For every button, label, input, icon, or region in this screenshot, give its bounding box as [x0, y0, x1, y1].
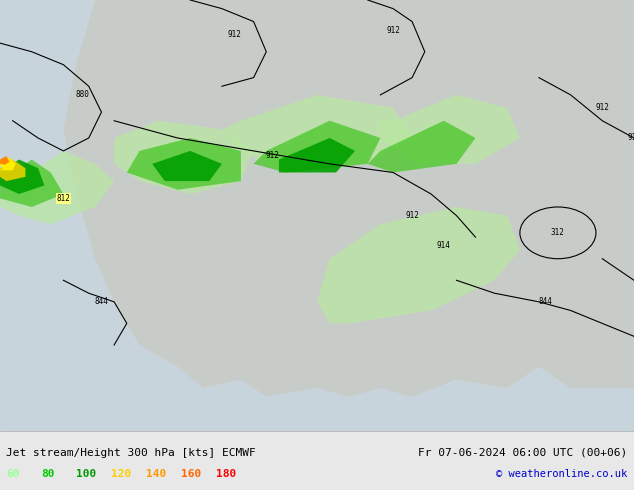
Text: 844: 844 [94, 297, 108, 306]
Text: 140: 140 [146, 469, 166, 479]
Text: 100: 100 [76, 469, 96, 479]
Polygon shape [114, 121, 254, 194]
Polygon shape [254, 121, 380, 172]
Text: 60: 60 [6, 469, 20, 479]
Text: 912: 912 [627, 133, 634, 143]
Text: 912: 912 [405, 211, 419, 220]
Polygon shape [0, 160, 63, 207]
Text: Jet stream/Height 300 hPa [kts] ECMWF: Jet stream/Height 300 hPa [kts] ECMWF [6, 448, 256, 458]
Text: 812: 812 [56, 194, 70, 203]
Polygon shape [0, 157, 16, 171]
Polygon shape [368, 121, 476, 172]
Text: 312: 312 [551, 228, 565, 237]
Text: 160: 160 [181, 469, 201, 479]
Text: 912: 912 [386, 25, 400, 35]
Polygon shape [279, 138, 355, 172]
Polygon shape [317, 207, 520, 323]
Text: 912: 912 [228, 30, 242, 39]
Text: © weatheronline.co.uk: © weatheronline.co.uk [496, 469, 628, 479]
Text: 80: 80 [41, 469, 55, 479]
Polygon shape [152, 151, 222, 181]
Polygon shape [127, 138, 241, 190]
Polygon shape [380, 95, 520, 164]
Text: 844: 844 [538, 297, 552, 306]
Polygon shape [0, 160, 25, 181]
Text: 912: 912 [595, 103, 609, 112]
Text: 880: 880 [75, 90, 89, 99]
Text: 914: 914 [437, 241, 451, 250]
Text: 180: 180 [216, 469, 236, 479]
Text: Fr 07-06-2024 06:00 UTC (00+06): Fr 07-06-2024 06:00 UTC (00+06) [418, 448, 628, 458]
Text: 912: 912 [266, 151, 280, 160]
Polygon shape [0, 156, 10, 165]
Polygon shape [222, 95, 412, 172]
Polygon shape [63, 0, 634, 397]
Text: 120: 120 [111, 469, 131, 479]
Polygon shape [0, 160, 44, 194]
Polygon shape [0, 151, 114, 224]
